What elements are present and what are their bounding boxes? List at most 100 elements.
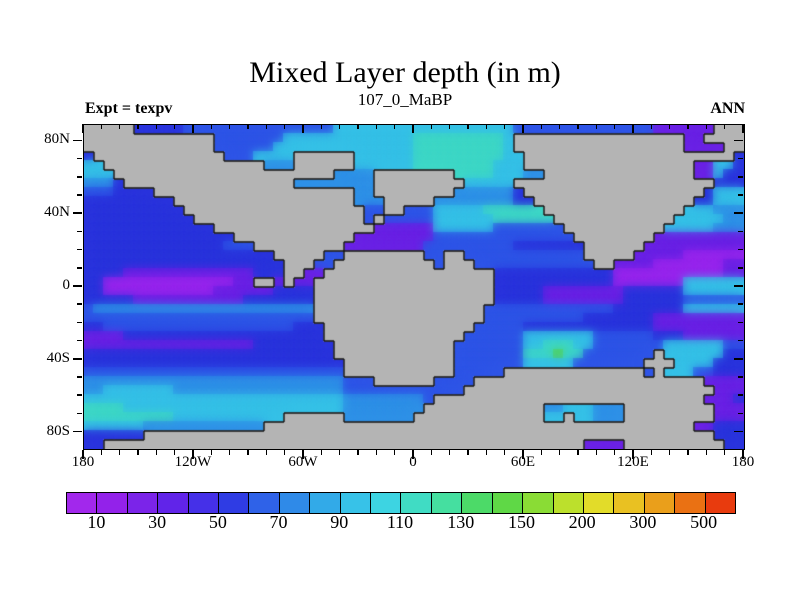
x-axis-tick-top [247,124,249,129]
colorbar-label: 90 [330,512,349,532]
x-axis-tick [283,449,286,455]
colorbar [66,492,736,514]
y-axis-label: 0 [62,277,71,293]
y-axis-tick-right [738,157,743,160]
colorbar-label: 130 [447,512,475,532]
y-axis-tick-right [734,285,743,287]
colorbar-segment [340,493,372,513]
colorbar-segment [249,493,280,513]
y-axis-tick-right [738,394,743,396]
x-axis-tick [302,449,304,459]
x-axis-tick [723,449,726,455]
x-axis-tick [668,449,671,455]
colorbar-segment [97,493,128,513]
x-axis-label: 180 [731,454,755,470]
colorbar-segment [523,493,554,513]
y-axis-tick [76,412,82,415]
y-axis-tick [76,321,82,324]
y-axis-tick [76,248,82,251]
x-axis-tick [650,449,653,455]
x-axis-tick [742,449,744,459]
x-axis-label: 180 [71,454,95,470]
x-axis-tick [100,449,103,455]
y-axis-tick [72,430,82,433]
colorbar-label: 50 [208,512,227,532]
y-axis-tick-right [738,267,743,269]
x-axis-tick-top [430,124,433,129]
x-axis-tick [595,449,598,455]
x-axis-tick [430,449,433,455]
page-title: Mixed Layer depth (in m) [249,56,561,89]
y-axis-label: 40S [46,349,70,366]
x-axis-label: 120E [617,454,649,470]
x-axis-tick-top [265,124,268,129]
season-label: ANN [710,100,745,117]
x-axis-tick [632,449,634,459]
x-axis-tick-top [503,124,506,129]
y-axis-label: 40N [44,204,70,221]
x-axis-tick-top [357,124,359,129]
x-axis-label: 60E [510,454,536,470]
x-axis-tick-top [540,124,543,129]
y-axis-tick-right [734,358,743,360]
x-axis-tick [558,449,561,455]
colorbar-segment [310,493,341,513]
x-axis-tick-top [173,124,176,129]
x-axis-tick-top [283,124,286,129]
y-axis-tick-right [738,376,743,378]
x-axis-tick [467,449,469,455]
x-axis-tick [448,449,451,455]
x-axis-tick [118,449,121,455]
x-axis-tick-top [668,124,671,129]
x-axis-tick [412,449,414,459]
x-axis-tick [228,449,231,455]
y-axis-label: 80N [44,131,70,148]
x-axis-label: 0 [409,454,417,470]
colorbar-segment [583,493,615,513]
colorbar-segment [401,493,432,513]
y-axis-tick-right [734,212,743,214]
y-axis-tick [76,303,82,305]
x-axis-tick-top [522,124,524,133]
x-axis-tick [320,449,323,455]
y-axis-tick [76,394,82,396]
colorbar-label: 500 [690,512,718,532]
y-axis-tick-right [738,303,743,305]
x-axis-tick [393,449,396,455]
colorbar-label: 200 [568,512,596,532]
colorbar-segment [158,493,189,513]
y-axis-tick [72,139,82,142]
x-axis-tick [210,449,213,455]
x-axis-tick [613,449,616,455]
y-axis-tick-right [734,139,743,142]
plot-subtitle: 107_0_MaBP [357,90,453,109]
x-axis-tick [82,449,84,459]
colorbar-segment [675,493,706,513]
x-axis-tick-top [723,124,726,129]
y-axis-tick-right [738,194,743,196]
x-axis-tick-top [595,124,598,129]
x-axis-tick [265,449,268,455]
colorbar-label: 70 [269,512,288,532]
y-axis-tick [76,230,82,233]
x-axis-tick-top [155,124,158,129]
x-axis-tick-top [192,124,194,133]
y-axis-tick [72,285,82,287]
x-axis-tick [705,449,708,455]
x-axis-tick [137,449,139,455]
x-axis-tick-top [613,124,616,129]
y-axis-tick-right [738,176,743,178]
x-axis-tick-top [448,124,451,129]
colorbar-segment [188,493,220,513]
colorbar-label: 300 [629,512,657,532]
x-axis-tick [192,449,194,459]
x-axis-tick [503,449,506,455]
colorbar-label: 10 [87,512,106,532]
colorbar-segment [553,493,584,513]
x-axis-tick-top [632,124,634,133]
colorbar-segment [371,493,402,513]
y-axis-label: 80S [46,422,70,439]
x-axis-tick-top [467,124,469,129]
experiment-label: Expt = texpv [85,100,173,117]
